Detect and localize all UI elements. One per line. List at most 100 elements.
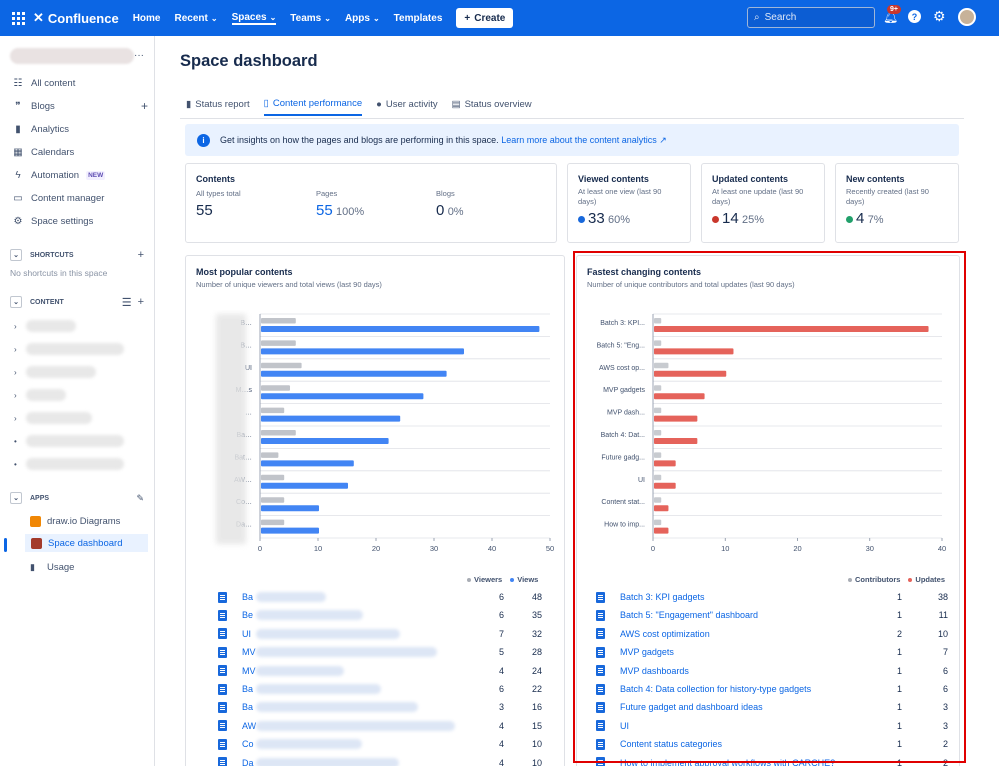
- contributors-bar[interactable]: [654, 430, 662, 436]
- updates-bar[interactable]: [654, 505, 669, 512]
- contributors-bar[interactable]: [654, 340, 662, 346]
- list-item[interactable]: MVP gadgets 1 7: [596, 643, 951, 661]
- contributors-bar[interactable]: [654, 452, 662, 458]
- sidebar-app-space-dashboard[interactable]: Space dashboard: [25, 534, 148, 552]
- updates-bar[interactable]: [654, 438, 698, 444]
- nav-recent[interactable]: Recent ⌄: [175, 13, 218, 24]
- list-item[interactable]: Ba 6 48: [218, 588, 548, 606]
- list-item[interactable]: AWS cost optimization 2 10: [596, 625, 951, 643]
- content-tree-item[interactable]: ›: [14, 318, 134, 334]
- updates-bar[interactable]: [654, 527, 669, 534]
- create-button[interactable]: + Create: [456, 8, 514, 28]
- viewers-bar[interactable]: [261, 385, 290, 391]
- page-link[interactable]: Da: [242, 757, 254, 766]
- viewed-contents-card[interactable]: Viewed contents At least one view (last …: [567, 163, 691, 243]
- page-link[interactable]: UI: [620, 720, 629, 731]
- sidebar-item-analytics[interactable]: ▮ Analytics: [12, 121, 148, 137]
- app-switcher-icon[interactable]: [12, 11, 25, 25]
- sidebar-item-content-manager[interactable]: ▭ Content manager: [12, 190, 148, 206]
- views-bar[interactable]: [261, 527, 319, 534]
- page-link[interactable]: Ba: [242, 592, 254, 602]
- views-bar[interactable]: [261, 370, 447, 377]
- list-item[interactable]: Content status categories 1 2: [596, 735, 951, 753]
- nav-home[interactable]: Home: [133, 13, 161, 24]
- nav-templates[interactable]: Templates: [394, 13, 443, 24]
- sidebar-item-space-settings[interactable]: ⚙ Space settings: [12, 213, 148, 229]
- list-item[interactable]: Batch 3: KPI gadgets 1 38: [596, 588, 951, 606]
- edit-pencil-icon[interactable]: ✎: [136, 492, 144, 503]
- page-link[interactable]: Batch 5: "Engagement" dashboard: [620, 610, 758, 621]
- new-contents-card[interactable]: New contents Recently created (last 90 d…: [835, 163, 959, 243]
- viewers-bar[interactable]: [261, 318, 296, 324]
- user-avatar[interactable]: [958, 8, 976, 26]
- page-link[interactable]: How to implement approval workflows with…: [620, 757, 836, 766]
- views-bar[interactable]: [261, 438, 389, 444]
- updates-bar[interactable]: [654, 482, 676, 489]
- add-blog-icon[interactable]: +: [140, 99, 148, 113]
- sidebar-app-usage[interactable]: ▮ Usage: [30, 558, 74, 576]
- list-item[interactable]: Batch 4: Data collection for history-typ…: [596, 680, 951, 698]
- page-link[interactable]: MV: [242, 665, 256, 676]
- views-bar[interactable]: [261, 505, 319, 512]
- viewers-bar[interactable]: [261, 430, 296, 436]
- nav-teams[interactable]: Teams ⌄: [290, 13, 331, 24]
- tab-user-activity[interactable]: ● User activity: [376, 98, 437, 116]
- contributors-bar[interactable]: [654, 407, 662, 414]
- help-icon[interactable]: ?: [908, 10, 921, 23]
- list-item[interactable]: Be 6 35: [218, 606, 548, 624]
- page-link[interactable]: Be: [242, 610, 254, 621]
- apps-section-header[interactable]: ⌄ APPS ✎: [10, 491, 144, 505]
- page-link[interactable]: MVP dashboards: [620, 665, 689, 676]
- chevron-down-icon[interactable]: ⌄: [10, 249, 22, 261]
- content-tree-item[interactable]: ›: [14, 341, 134, 357]
- views-bar[interactable]: [261, 460, 354, 467]
- page-link[interactable]: MV: [242, 647, 256, 658]
- sidebar-item-calendars[interactable]: ▦ Calendars: [12, 144, 148, 160]
- list-item[interactable]: UI 7 32: [218, 625, 548, 643]
- space-name-redacted[interactable]: [10, 48, 134, 64]
- sidebar-app-drawio[interactable]: draw.io Diagrams: [30, 512, 120, 530]
- updated-contents-card[interactable]: Updated contents At least one update (la…: [701, 163, 825, 243]
- page-link[interactable]: Content status categories: [620, 739, 723, 750]
- viewers-bar[interactable]: [261, 407, 285, 414]
- updates-bar[interactable]: [654, 326, 929, 332]
- content-tree-item[interactable]: •: [14, 433, 134, 449]
- page-link[interactable]: Batch 4: Data collection for history-typ…: [620, 684, 812, 694]
- nav-apps[interactable]: Apps ⌄: [345, 13, 380, 24]
- sidebar-item-automation[interactable]: ϟ Automation NEW: [12, 167, 148, 183]
- content-tree-item[interactable]: ›: [14, 364, 134, 380]
- list-item[interactable]: Da 4 10: [218, 754, 548, 766]
- confluence-logo[interactable]: ✕ Confluence: [33, 10, 119, 26]
- contributors-bar[interactable]: [654, 362, 669, 369]
- contributors-bar[interactable]: [654, 385, 662, 391]
- add-shortcut-icon[interactable]: +: [137, 249, 144, 261]
- content-tree-item[interactable]: •: [14, 456, 134, 472]
- updates-bar[interactable]: [654, 460, 676, 467]
- list-item[interactable]: Future gadget and dashboard ideas 1 3: [596, 698, 951, 716]
- sidebar-item-all-content[interactable]: ☷ All content: [12, 75, 148, 91]
- viewers-bar[interactable]: [261, 474, 285, 481]
- expand-icon[interactable]: ›: [14, 321, 17, 331]
- views-bar[interactable]: [261, 415, 401, 422]
- shortcuts-section-header[interactable]: ⌄ SHORTCUTS +: [10, 248, 144, 262]
- list-item[interactable]: Ba 6 22: [218, 680, 548, 698]
- views-bar[interactable]: [261, 393, 424, 400]
- expand-icon[interactable]: ›: [14, 367, 17, 377]
- search-input[interactable]: ⌕ Search: [747, 7, 875, 28]
- updates-bar[interactable]: [654, 348, 734, 355]
- updates-bar[interactable]: [654, 415, 698, 422]
- tab-status-report[interactable]: ▮ Status report: [186, 98, 250, 116]
- nav-spaces[interactable]: Spaces ⌄: [231, 12, 277, 25]
- list-item[interactable]: UI 1 3: [596, 717, 951, 735]
- sidebar-item-blogs[interactable]: ❞ Blogs +: [12, 98, 148, 114]
- viewers-bar[interactable]: [261, 519, 285, 526]
- content-tree-item[interactable]: ›: [14, 410, 134, 426]
- expand-icon[interactable]: ›: [14, 390, 17, 400]
- page-link[interactable]: AWS cost optimization: [620, 628, 710, 639]
- page-link[interactable]: Future gadget and dashboard ideas: [620, 702, 763, 713]
- filter-icon[interactable]: ☰: [121, 296, 132, 309]
- content-tree-item[interactable]: ›: [14, 387, 134, 403]
- page-link[interactable]: Ba: [242, 702, 254, 713]
- add-content-icon[interactable]: +: [137, 295, 144, 308]
- views-bar[interactable]: [261, 348, 464, 355]
